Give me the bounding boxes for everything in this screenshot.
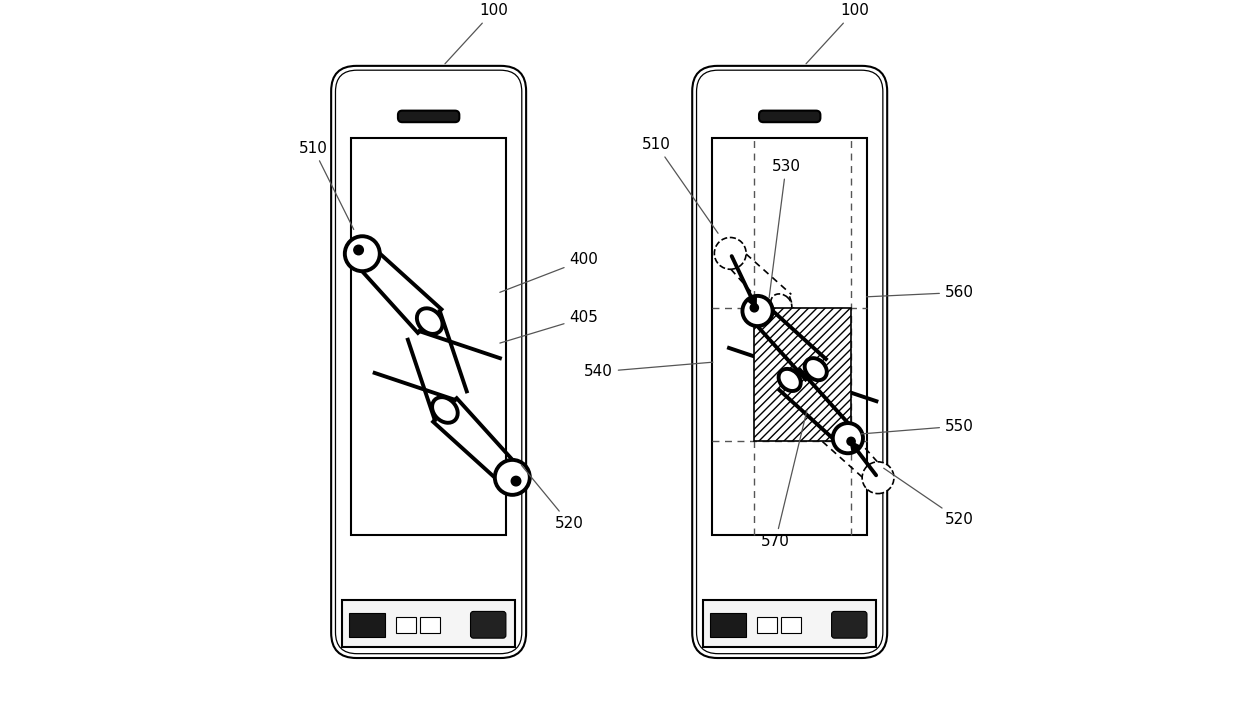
FancyBboxPatch shape [470,612,506,638]
Ellipse shape [805,358,827,380]
Circle shape [495,460,529,495]
Circle shape [345,236,379,271]
Circle shape [714,237,746,269]
Circle shape [847,437,856,445]
Circle shape [862,462,894,494]
Circle shape [750,304,759,312]
Text: 570: 570 [761,411,807,549]
Text: 520: 520 [884,469,973,527]
Bar [754,308,851,441]
Ellipse shape [771,294,792,315]
Bar [420,617,440,633]
Bar [342,600,516,647]
Circle shape [511,476,521,486]
Text: 560: 560 [867,285,973,300]
Bar [712,138,867,535]
Text: 100: 100 [806,4,869,64]
FancyBboxPatch shape [697,70,883,654]
Text: 400: 400 [500,252,599,292]
Ellipse shape [816,416,837,437]
Ellipse shape [417,308,443,334]
Bar [781,617,801,633]
Text: 550: 550 [861,419,973,434]
Text: 405: 405 [500,310,599,343]
Bar [396,617,417,633]
Bar [711,613,746,637]
Text: 530: 530 [769,158,801,298]
Ellipse shape [432,397,458,423]
Ellipse shape [779,369,801,391]
FancyBboxPatch shape [331,66,526,658]
Circle shape [353,245,363,254]
FancyBboxPatch shape [832,612,867,638]
Bar [350,613,386,637]
Bar [351,138,506,535]
FancyBboxPatch shape [398,111,459,122]
Text: 100: 100 [445,4,508,64]
Bar [758,617,777,633]
FancyBboxPatch shape [692,66,887,658]
Text: 510: 510 [299,140,353,229]
FancyBboxPatch shape [336,70,522,654]
Text: 540: 540 [584,362,713,380]
Circle shape [833,423,863,453]
Circle shape [743,296,773,326]
Text: 510: 510 [641,137,718,234]
Text: 520: 520 [521,465,584,531]
FancyBboxPatch shape [759,111,821,122]
Bar [703,600,877,647]
